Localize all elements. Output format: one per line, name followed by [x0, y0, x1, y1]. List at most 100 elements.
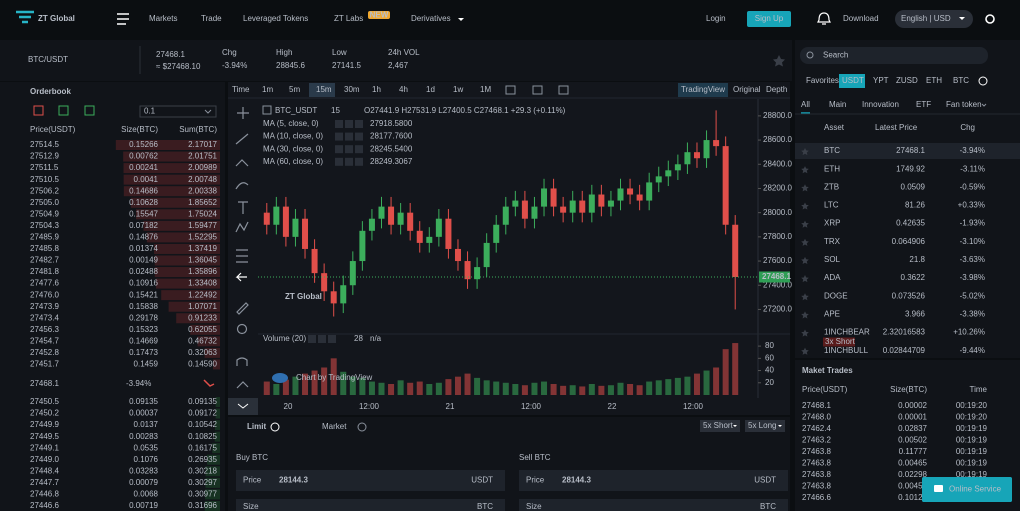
- row-star[interactable]: [801, 293, 809, 301]
- row-star[interactable]: [801, 184, 809, 192]
- chart-tool-icon[interactable]: [558, 85, 569, 95]
- ruler-tool[interactable]: [236, 302, 249, 315]
- favorite-star[interactable]: [773, 55, 785, 67]
- online-service-text[interactable]: Online Service: [949, 485, 1002, 494]
- market-asset[interactable]: ZTB: [824, 182, 839, 191]
- market-asset[interactable]: BTC: [824, 146, 840, 155]
- filter-tab[interactable]: Innovation: [862, 100, 899, 109]
- ma-control[interactable]: [355, 157, 363, 166]
- size-input[interactable]: [519, 499, 788, 511]
- filter-tab[interactable]: Fan token: [946, 100, 982, 109]
- price-input[interactable]: [519, 470, 788, 491]
- leverage-select[interactable]: [745, 420, 785, 432]
- row-star[interactable]: [801, 347, 809, 355]
- quote-tab[interactable]: BTC: [953, 76, 969, 85]
- nav-link[interactable]: Derivatives: [411, 14, 451, 23]
- market-asset[interactable]: ETH: [824, 164, 840, 173]
- interval-button[interactable]: 1m: [262, 85, 273, 94]
- interval-button[interactable]: 30m: [344, 85, 360, 94]
- volume-control[interactable]: [308, 335, 316, 343]
- magnet-tool[interactable]: [236, 357, 248, 366]
- ma-control[interactable]: [355, 132, 363, 141]
- signup-button[interactable]: [747, 11, 791, 27]
- market-asset[interactable]: APE: [824, 309, 840, 318]
- leverage-select[interactable]: [700, 420, 740, 432]
- brush-tool[interactable]: [235, 182, 249, 190]
- ma-control[interactable]: [335, 132, 343, 141]
- ma-control[interactable]: [335, 157, 343, 166]
- settings-icon[interactable]: [985, 14, 995, 24]
- view-button[interactable]: Depth: [766, 85, 787, 94]
- signup-text[interactable]: Sign Up: [755, 14, 784, 23]
- line-tool[interactable]: [235, 133, 249, 145]
- quote-tab[interactable]: Favorites: [806, 76, 839, 85]
- row-star[interactable]: [801, 202, 809, 210]
- ma-control[interactable]: [335, 120, 343, 128]
- volume-control[interactable]: [318, 335, 326, 343]
- ma-control[interactable]: [345, 157, 353, 166]
- ma-control[interactable]: [345, 120, 353, 128]
- market-asset[interactable]: DOGE: [824, 291, 848, 300]
- row-star[interactable]: [801, 166, 809, 174]
- ma-control[interactable]: [355, 120, 363, 128]
- ma-control[interactable]: [355, 145, 363, 154]
- market-asset[interactable]: XRP: [824, 219, 840, 228]
- row-star[interactable]: [801, 220, 809, 228]
- depth-view-toggle[interactable]: [58, 105, 69, 116]
- view-button[interactable]: Original: [733, 85, 761, 94]
- row-star[interactable]: [801, 275, 809, 283]
- language-select[interactable]: [895, 10, 973, 28]
- interval-button[interactable]: 4h: [399, 85, 408, 94]
- search-box[interactable]: [800, 47, 988, 64]
- interval-button[interactable]: 15m: [316, 85, 332, 94]
- interval-button[interactable]: 1M: [480, 85, 491, 94]
- online-service-button[interactable]: [922, 477, 1012, 502]
- quote-tab[interactable]: YPT: [873, 76, 889, 85]
- filter-tab[interactable]: ETF: [916, 100, 931, 109]
- pattern-tool[interactable]: [235, 221, 249, 233]
- nav-link[interactable]: Leveraged Tokens: [243, 14, 308, 23]
- measure-tool[interactable]: [236, 249, 248, 263]
- interval-button[interactable]: 1w: [453, 85, 463, 94]
- interval-button[interactable]: 1h: [372, 85, 381, 94]
- market-asset[interactable]: 1INCHBULL: [824, 346, 869, 355]
- filter-tab[interactable]: Main: [829, 100, 846, 109]
- fib-tool[interactable]: [235, 159, 249, 167]
- interval-button[interactable]: 5m: [289, 85, 300, 94]
- text-tool[interactable]: [238, 201, 248, 214]
- market-asset[interactable]: SOL: [824, 255, 841, 264]
- market-asset[interactable]: 1INCHBEAR: [824, 328, 870, 337]
- zoom-tool[interactable]: [236, 323, 248, 335]
- download-link[interactable]: Download: [843, 14, 879, 23]
- crosshair-tool[interactable]: [237, 107, 249, 119]
- ma-control[interactable]: [345, 132, 353, 141]
- interval-button[interactable]: Time: [232, 85, 250, 94]
- market-asset[interactable]: ADA: [824, 273, 841, 282]
- logo-text[interactable]: ZT Global: [38, 14, 75, 23]
- quote-tab[interactable]: USDT: [842, 76, 864, 85]
- market-asset[interactable]: TRX: [824, 237, 841, 246]
- row-star[interactable]: [801, 148, 809, 156]
- nav-link[interactable]: Markets: [149, 14, 177, 23]
- login-link[interactable]: Login: [706, 14, 726, 23]
- menu-icon[interactable]: [117, 13, 129, 25]
- order-tab[interactable]: Market: [322, 422, 347, 431]
- quote-tab[interactable]: ZUSD: [896, 76, 918, 85]
- ma-control[interactable]: [335, 145, 343, 154]
- price-input[interactable]: [236, 470, 505, 491]
- toolbar-collapse[interactable]: [228, 398, 258, 415]
- interval-button[interactable]: 1d: [426, 85, 435, 94]
- bell-icon[interactable]: [817, 12, 831, 25]
- step-select[interactable]: [139, 105, 217, 118]
- size-input[interactable]: [236, 499, 505, 511]
- depth-view-toggle[interactable]: [84, 105, 95, 116]
- chart-tool-icon[interactable]: [532, 85, 543, 95]
- quote-tab[interactable]: ETH: [926, 76, 942, 85]
- row-star[interactable]: [801, 311, 809, 319]
- nav-link[interactable]: ZT Labs: [334, 14, 363, 23]
- chart-tool-icon[interactable]: [505, 85, 516, 95]
- back-tool[interactable]: [235, 272, 247, 282]
- row-star[interactable]: [801, 238, 809, 246]
- market-asset[interactable]: LTC: [824, 201, 839, 210]
- lock-tool[interactable]: [236, 381, 249, 389]
